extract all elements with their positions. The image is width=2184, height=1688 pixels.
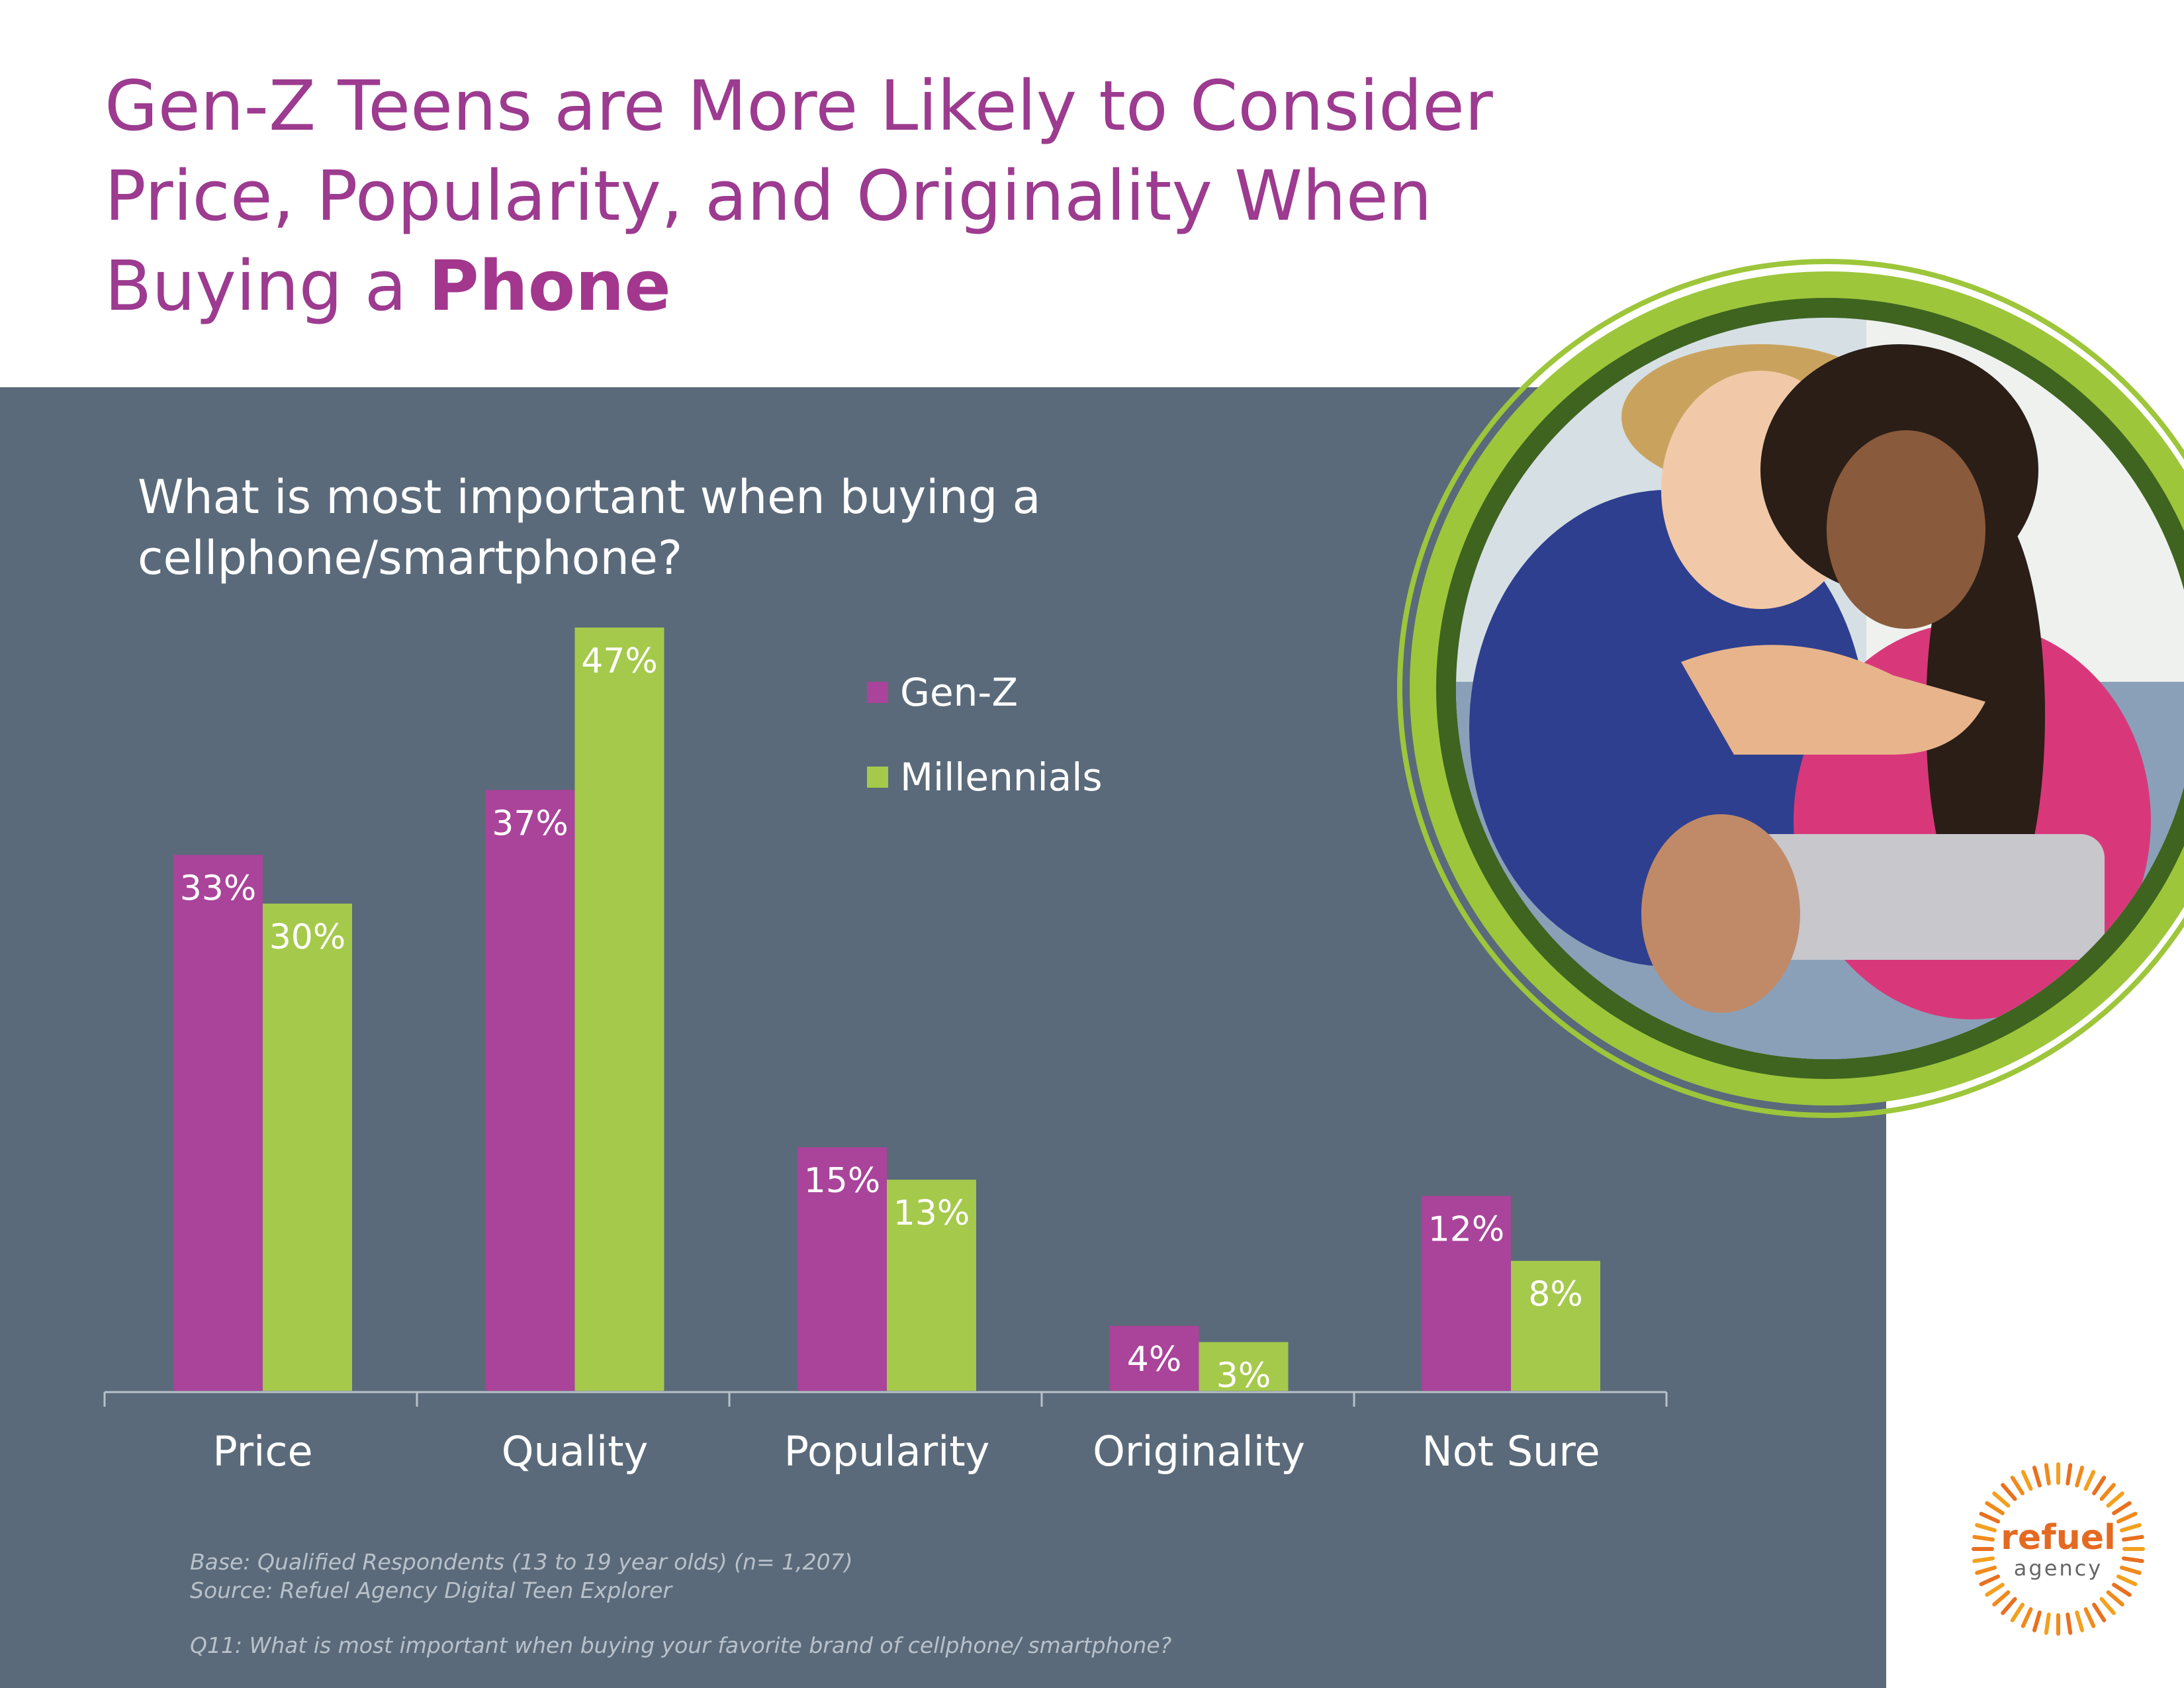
bar-millennials-quality	[574, 628, 664, 1391]
logo-ray	[1975, 1523, 1997, 1532]
data-label: 12%	[1428, 1210, 1505, 1250]
legend-item-genz: Gen-Z	[867, 670, 1103, 715]
logo-ray	[2010, 1603, 2025, 1622]
logo-ray	[2044, 1612, 2051, 1635]
chart-question: What is most important when buying a cel…	[138, 470, 1041, 585]
data-label: 33%	[180, 868, 257, 908]
title-bold: Phone	[428, 246, 671, 326]
logo-ray	[2119, 1523, 2142, 1532]
logo-ray	[2099, 1597, 2116, 1615]
legend-swatch-millennials	[867, 767, 888, 788]
logo-ray	[2032, 1466, 2042, 1488]
logo-ray	[2075, 1610, 2085, 1632]
logo-ray	[2092, 1476, 2107, 1495]
bar-genz-popularity	[797, 1147, 887, 1391]
refuel-agency-logo: refuel agency	[1969, 1460, 2148, 1638]
x-tick-label: Quality	[502, 1427, 649, 1476]
logo-ray	[2112, 1583, 2132, 1597]
logo-ray	[1972, 1556, 1995, 1564]
logo-ray	[1985, 1501, 2005, 1515]
logo-ray	[1979, 1574, 2001, 1587]
logo-ray	[2121, 1534, 2144, 1542]
logo-ray	[2032, 1610, 2042, 1632]
data-label: 15%	[804, 1161, 881, 1201]
logo-ray	[2066, 1463, 2073, 1486]
data-label: 47%	[581, 641, 658, 681]
logo-ray	[2112, 1501, 2132, 1515]
data-label: 4%	[1127, 1340, 1182, 1380]
bar-genz-not-sure	[1422, 1196, 1511, 1391]
logo-ray	[2119, 1566, 2142, 1575]
logo-ray	[2021, 1470, 2033, 1491]
x-tick-label: Originality	[1093, 1427, 1305, 1476]
logo-ray	[2021, 1607, 2033, 1628]
logo-ray	[2066, 1612, 2073, 1635]
note-base: Base: Qualified Respondents (13 to 19 ye…	[190, 1549, 853, 1575]
logo-ray	[2075, 1466, 2085, 1488]
bar-millennials-price	[263, 904, 352, 1391]
note-source: Source: Refuel Agency Digital Teen Explo…	[190, 1577, 672, 1603]
bar-genz-originality	[1109, 1325, 1199, 1391]
x-tick-label: Popularity	[784, 1427, 990, 1476]
logo-ray	[1992, 1491, 2011, 1508]
footnotes: Base: Qualified Respondents (13 to 19 ye…	[190, 1548, 1580, 1660]
logo-ray	[2116, 1511, 2138, 1524]
data-label: 3%	[1216, 1356, 1271, 1395]
legend: Gen-Z Millennials	[867, 670, 1103, 841]
logo-ray	[2044, 1463, 2051, 1486]
logo-ray	[2106, 1491, 2124, 1508]
data-label: 8%	[1528, 1275, 1583, 1315]
bar-genz-price	[173, 855, 263, 1391]
logo-ray	[1985, 1583, 2005, 1597]
logo-ray	[2106, 1590, 2124, 1607]
legend-swatch-genz	[867, 682, 888, 703]
logo-ray	[2001, 1597, 2017, 1615]
logo-ray	[2083, 1470, 2096, 1491]
bar-millennials-popularity	[887, 1180, 976, 1391]
logo-ray	[2099, 1483, 2116, 1501]
bar-millennials-not-sure	[1511, 1260, 1600, 1391]
bar-millennials-originality	[1199, 1342, 1289, 1391]
logo-ray	[2083, 1607, 2096, 1628]
logo-ray	[2116, 1574, 2138, 1587]
logo-ray	[1972, 1534, 1995, 1542]
photo-outer-ring	[1397, 259, 2184, 1118]
teens-selfie-photo	[1397, 259, 2184, 1118]
title-main: Gen-Z Teens are More Likely to Consider …	[105, 66, 1493, 326]
data-label: 13%	[893, 1194, 970, 1233]
logo-ray	[1992, 1590, 2011, 1607]
data-label: 37%	[492, 804, 569, 843]
logo-ray	[2010, 1476, 2025, 1495]
bar-genz-quality	[485, 790, 575, 1391]
legend-item-millennials: Millennials	[867, 755, 1103, 800]
legend-label-millennials: Millennials	[900, 755, 1103, 800]
x-tick-label: Not Sure	[1422, 1427, 1600, 1476]
phone-icon	[1747, 834, 2105, 960]
note-question: Q11: What is most important when buying …	[190, 1632, 1172, 1658]
page-title: Gen-Z Teens are More Likely to Consider …	[105, 61, 1561, 331]
logo-ray	[2121, 1556, 2144, 1564]
logo-ray	[1975, 1566, 1997, 1575]
logo-ray	[1979, 1511, 2001, 1524]
logo-ray	[2001, 1483, 2017, 1501]
logo-ray	[2092, 1603, 2107, 1622]
legend-label-genz: Gen-Z	[900, 670, 1019, 715]
logo-sub: agency	[2013, 1556, 2103, 1581]
x-tick-label: Price	[212, 1427, 312, 1476]
logo-name: refuel	[2001, 1518, 2116, 1558]
data-label: 30%	[269, 917, 346, 957]
sunburst-icon	[1972, 1462, 2145, 1636]
